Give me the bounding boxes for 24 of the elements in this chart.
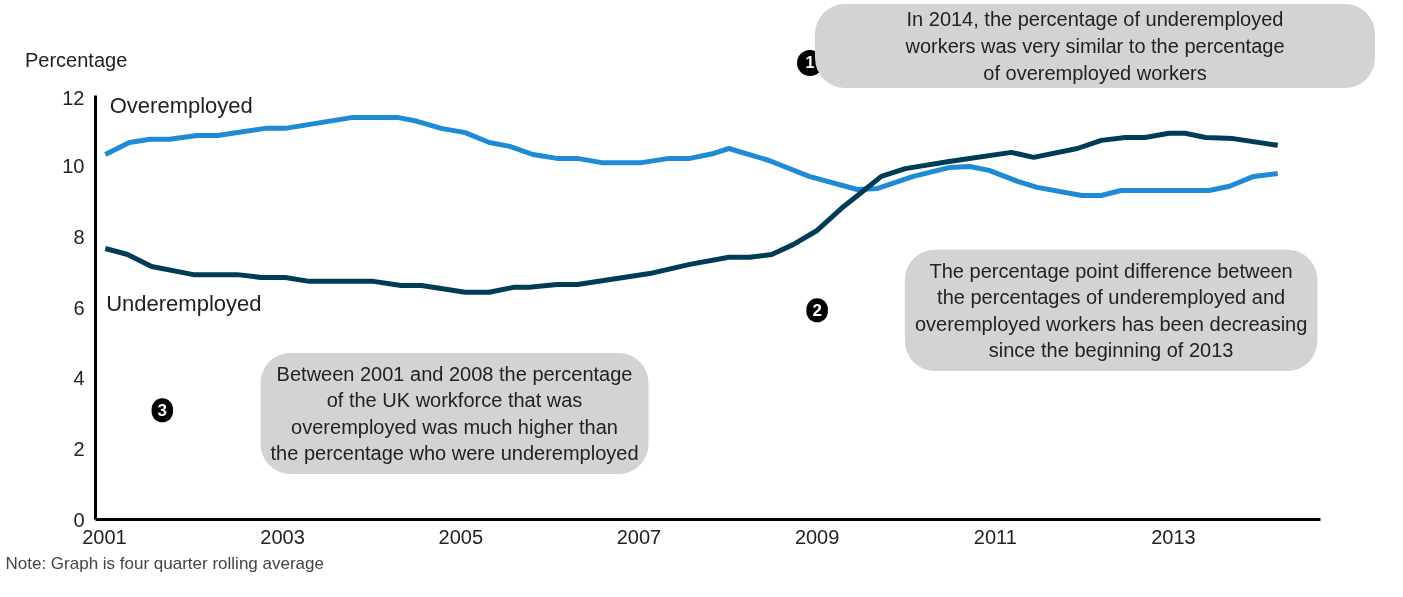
y-axis-title: Percentage xyxy=(25,48,128,73)
y-tick-label: 4 xyxy=(73,367,85,390)
annotation: 3 xyxy=(157,401,168,421)
x-tick-label: 2009 xyxy=(794,525,840,548)
x-tick-label: 2013 xyxy=(1151,525,1196,548)
annotation: 2 xyxy=(812,301,822,321)
annotation: Between 2001 and 2008 the percentage of the UK workforce that was overemployed was much higher than the percentage who were underemployed xyxy=(270,362,639,465)
series-label: Overemployed xyxy=(109,92,253,118)
x-tick-label: 2003 xyxy=(260,525,305,548)
y-tick-label: 10 xyxy=(62,155,85,178)
x-tick-label: 2005 xyxy=(438,525,484,548)
y-tick-label: 2 xyxy=(73,437,85,460)
y-tick-label: 6 xyxy=(73,296,85,319)
text: In 2014, the percentage of underemployed workers was very similar to the percentage of overemployed workers xyxy=(815,4,1375,88)
series-label: Underemployed xyxy=(106,291,262,317)
x-tick-label: 2001 xyxy=(82,525,127,548)
text: 1 xyxy=(797,50,823,76)
y-tick-label: 8 xyxy=(73,225,85,248)
y-tick-label: 0 xyxy=(73,508,85,531)
text: Note: Graph is four quarter rolling average xyxy=(5,553,324,573)
x-tick-label: 2011 xyxy=(973,525,1017,548)
annotation: The percentage point difference between the percentages of underemployed and overemployed workers has been decreasing since the beginning of 2013 xyxy=(914,259,1308,361)
x-tick-label: 2007 xyxy=(616,525,662,548)
y-tick-label: 12 xyxy=(62,86,85,109)
